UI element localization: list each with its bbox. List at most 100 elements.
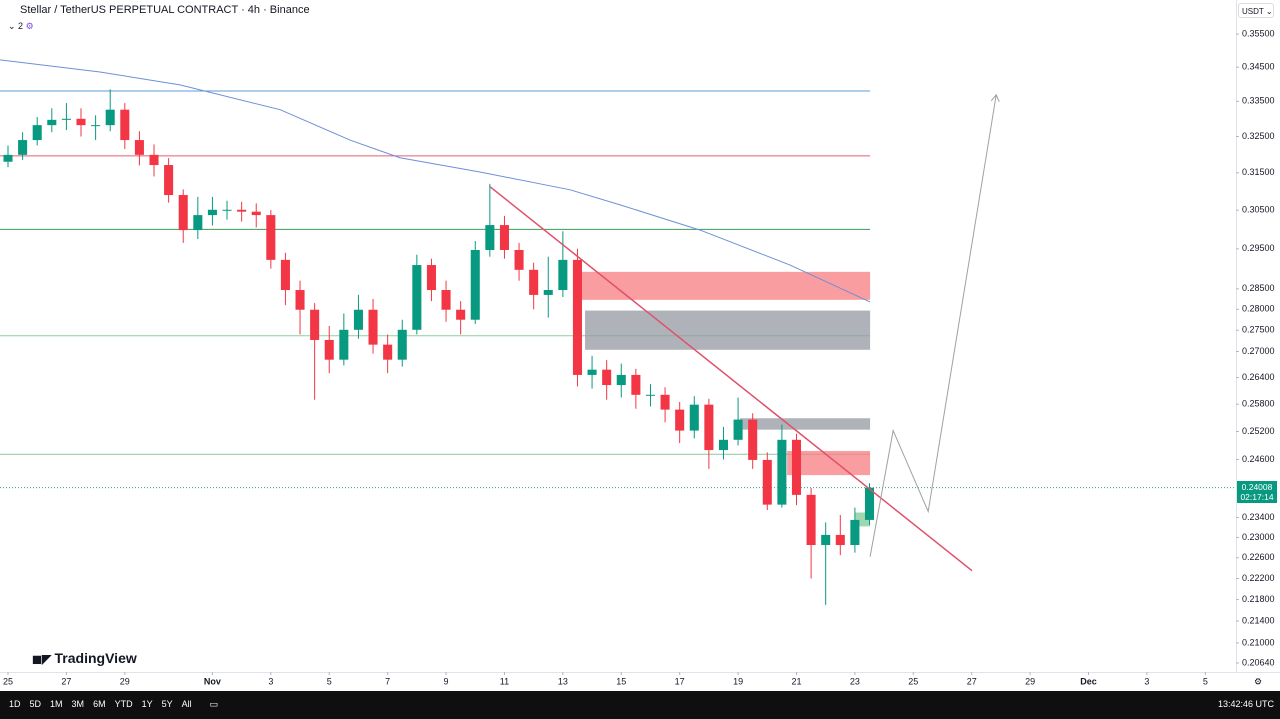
candle-body [368,309,378,345]
candle-body [324,339,334,360]
y-tick-label: 0.31500 [1242,167,1275,177]
candle-body [572,259,582,375]
candle-body [514,249,524,270]
bottom-toolbar: 13:42:46 UTC 1D 5D 1M 3M 6M YTD 1Y 5Y All ▭ [0,691,1280,719]
timeframe-button[interactable]: 1D [9,699,21,709]
candle-body [397,329,407,360]
x-tick-label: 29 [120,676,130,686]
candle-body [543,290,553,295]
timeframe-button[interactable]: 3M [71,699,85,709]
y-tick-label: 0.33500 [1242,96,1275,106]
candle-body [193,215,203,231]
candle-body [18,140,28,155]
candle-body [748,419,758,460]
candle-body [32,125,42,141]
candle-body [485,225,495,250]
y-tick-label: 0.21000 [1242,637,1275,647]
candle-body [777,439,787,505]
projection-path [869,94,997,557]
candle-body [353,309,363,330]
timeframe-button[interactable]: 1M [50,699,63,709]
timeframe-button[interactable]: 6M [93,699,106,709]
y-tick-label: 0.32500 [1242,131,1275,141]
candle-body [850,519,860,546]
candle-body [105,109,115,126]
candle-body [529,269,539,295]
candle-body [631,374,641,395]
x-tick-label: 27 [61,676,71,686]
countdown: 02:17:14 [1240,491,1274,502]
x-tick-label: 25 [3,676,13,686]
candle-body [339,329,349,360]
y-tick-label: 0.27500 [1242,325,1275,335]
candle-body [310,309,320,340]
candle-body [675,409,685,431]
timeframe-button[interactable]: All [181,699,192,709]
currency-select[interactable]: USDT ⌄ [1238,3,1274,18]
x-tick-label: Nov [204,676,221,686]
candle-body [76,118,86,126]
candle-body [718,439,729,451]
y-tick-label: 0.34500 [1242,62,1275,72]
x-tick-label: 3 [1144,676,1149,686]
timeframe-button[interactable]: 5D [29,699,42,709]
candle-body [120,109,130,141]
x-tick-label: 3 [268,676,273,686]
candle-body [558,259,568,291]
x-tick-label: 17 [675,676,685,686]
brand-text: TradingView [54,650,137,666]
candle-body [616,374,626,386]
timeframe-button[interactable]: YTD [114,699,133,709]
candle-body [835,534,845,546]
candle-body [178,195,188,231]
zone [578,271,871,300]
candle-body [91,125,101,127]
candle-body [602,369,612,386]
y-tick-label: 0.21800 [1242,594,1275,604]
timeframe-button[interactable]: 1Y [141,699,153,709]
y-tick-label: 0.28000 [1242,304,1275,314]
y-tick-label: 0.30500 [1242,205,1275,215]
y-tick-label: 0.22600 [1242,552,1275,562]
x-tick-label: 11 [500,676,509,686]
candle-body [660,394,670,410]
y-tick-label: 0.28500 [1242,283,1275,293]
badge-count: 2 [18,21,24,31]
y-tick-label: 0.25200 [1242,426,1275,436]
last-price-label: 0.24008 02:17:14 [1237,480,1277,503]
y-tick-label: 0.23400 [1242,512,1275,522]
candle-body [266,215,276,260]
x-tick-label: 19 [733,676,743,686]
indicator-badge[interactable]: ⌄ 2 ⚙ [8,21,34,31]
candle-body [383,344,393,360]
candle-body [821,534,831,546]
candle-body [689,404,699,431]
zone [740,418,871,430]
x-tick-label: 29 [1025,676,1035,686]
candle-body [251,211,261,216]
candle-body [295,290,305,310]
candle-body [149,154,159,166]
moving-average [0,59,871,303]
candle-body [864,487,875,520]
candle-body [207,209,217,216]
last-price: 0.24008 [1241,481,1273,492]
candle-body [412,265,422,330]
candle-body [806,494,816,546]
candle-body [280,259,290,291]
candle-body [733,419,743,440]
x-tick-label: 25 [908,676,918,686]
candle-body [441,290,451,310]
timeframe-button[interactable]: 5Y [161,699,173,709]
projection-arrowhead [990,93,1000,102]
x-tick-label: 5 [1203,676,1208,686]
candle-body [3,154,13,162]
currency: USDT [1242,7,1264,16]
y-tick-label: 0.25800 [1242,399,1275,409]
x-tick-label: Dec [1080,676,1097,686]
y-tick-label: 0.23000 [1242,532,1275,542]
x-tick-label: 9 [444,676,449,686]
date-range-button[interactable]: ▭ [209,699,219,709]
